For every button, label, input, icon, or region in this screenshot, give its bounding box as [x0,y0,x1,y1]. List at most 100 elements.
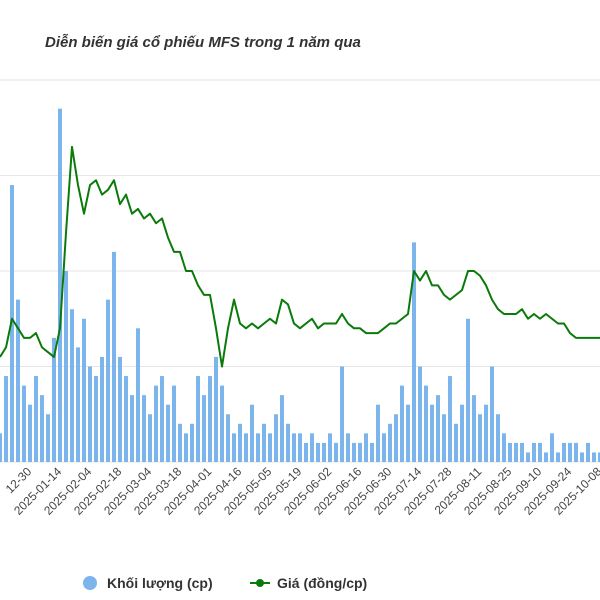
bar [112,251,116,462]
bar [448,376,452,462]
bar [514,442,518,462]
bar [136,328,140,462]
bar [436,395,440,462]
bar [592,452,596,462]
bar [340,366,344,462]
bar [46,414,50,462]
bar [262,423,266,462]
bar [220,385,224,462]
bar [472,395,476,462]
bar [250,404,254,462]
bar [52,337,56,462]
bar [430,404,434,462]
bar [0,433,2,462]
bar [496,414,500,462]
bar [388,423,392,462]
bar [256,433,260,462]
bar [172,385,176,462]
bar [460,404,464,462]
bar [586,442,590,462]
bar [424,385,428,462]
bar [226,414,230,462]
bar [70,309,74,462]
bar [298,433,302,462]
bar [580,452,584,462]
bar [532,442,536,462]
bar [100,356,104,462]
bar [466,318,470,462]
bar [202,395,206,462]
bar [190,423,194,462]
bar [334,442,338,462]
bar [244,433,248,462]
bar [22,385,26,462]
bar [4,376,8,462]
bar [574,442,578,462]
bar [196,376,200,462]
bar [394,414,398,462]
bar [502,433,506,462]
bar [34,376,38,462]
bar [58,108,62,463]
x-axis: 12-302025-01-142025-02-042025-02-182025-… [3,464,600,518]
bar [184,433,188,462]
bar [382,433,386,462]
bar [214,356,218,462]
bar [400,385,404,462]
bar [490,366,494,462]
bar [238,423,242,462]
bar [484,404,488,462]
bar [232,433,236,462]
bar [82,318,86,462]
bar [406,404,410,462]
bar [508,442,512,462]
bar [268,433,272,462]
bar [538,442,542,462]
bar [142,395,146,462]
bar [352,442,356,462]
bar [442,414,446,462]
bar [364,433,368,462]
bar [280,395,284,462]
legend: Khối lượng (cp) Giá (đồng/cp) [83,575,367,591]
bar [562,442,566,462]
bar [550,433,554,462]
bar [370,442,374,462]
bars [0,108,600,463]
bar [130,395,134,462]
bar [124,376,128,462]
bar [304,442,308,462]
bar [178,423,182,462]
bar [358,442,362,462]
bar [316,442,320,462]
bar [322,442,326,462]
legend-label: Giá (đồng/cp) [277,575,367,591]
bar [568,442,572,462]
bar [454,423,458,462]
bar [166,404,170,462]
bar [418,366,422,462]
bar [40,395,44,462]
bar [28,404,32,462]
bar [64,271,68,462]
bar [154,385,158,462]
bar [412,242,416,462]
bar [544,452,548,462]
legend-swatch [83,576,97,590]
bar [292,433,296,462]
bar [274,414,278,462]
bar [328,433,332,462]
bar [310,433,314,462]
bar [160,376,164,462]
legend-label: Khối lượng (cp) [107,575,213,591]
bar [520,442,524,462]
bar [16,299,20,462]
bar [598,452,600,462]
bar [88,366,92,462]
bar [526,452,530,462]
lines [0,145,600,368]
bar [556,452,560,462]
legend-swatch [256,579,264,587]
bar [346,433,350,462]
